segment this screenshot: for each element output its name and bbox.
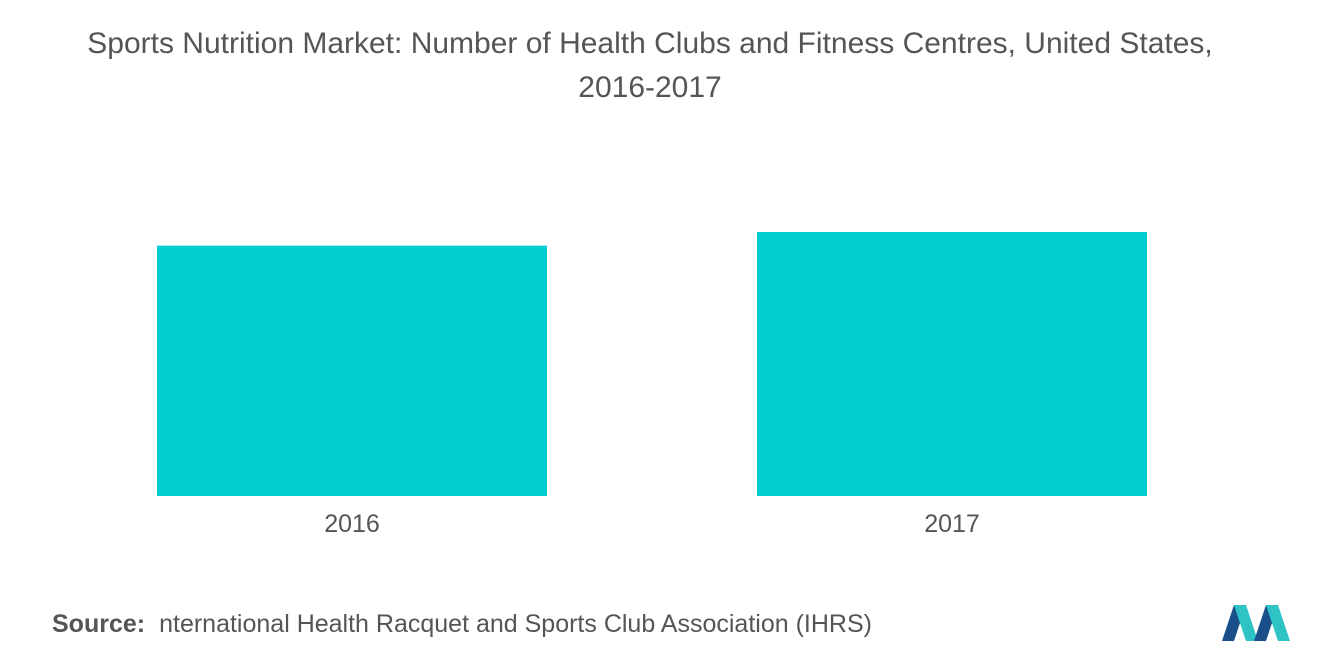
bars-group [157, 232, 1147, 496]
source-text: nternational Health Racquet and Sports C… [159, 610, 872, 638]
x-tick-label-2016: 2016 [324, 510, 380, 538]
x-tick-label-2017: 2017 [924, 510, 980, 538]
x-tick-labels: 2016 2017 [324, 510, 980, 538]
mordor-intelligence-logo-icon [1222, 605, 1290, 641]
bar-2017 [757, 232, 1147, 496]
chart-title: Sports Nutrition Market: Number of Healt… [87, 27, 1213, 104]
source-note: Source: nternational Health Racquet and S… [52, 610, 872, 639]
source-label: Source: [52, 610, 146, 638]
bar-2016 [157, 245, 547, 496]
